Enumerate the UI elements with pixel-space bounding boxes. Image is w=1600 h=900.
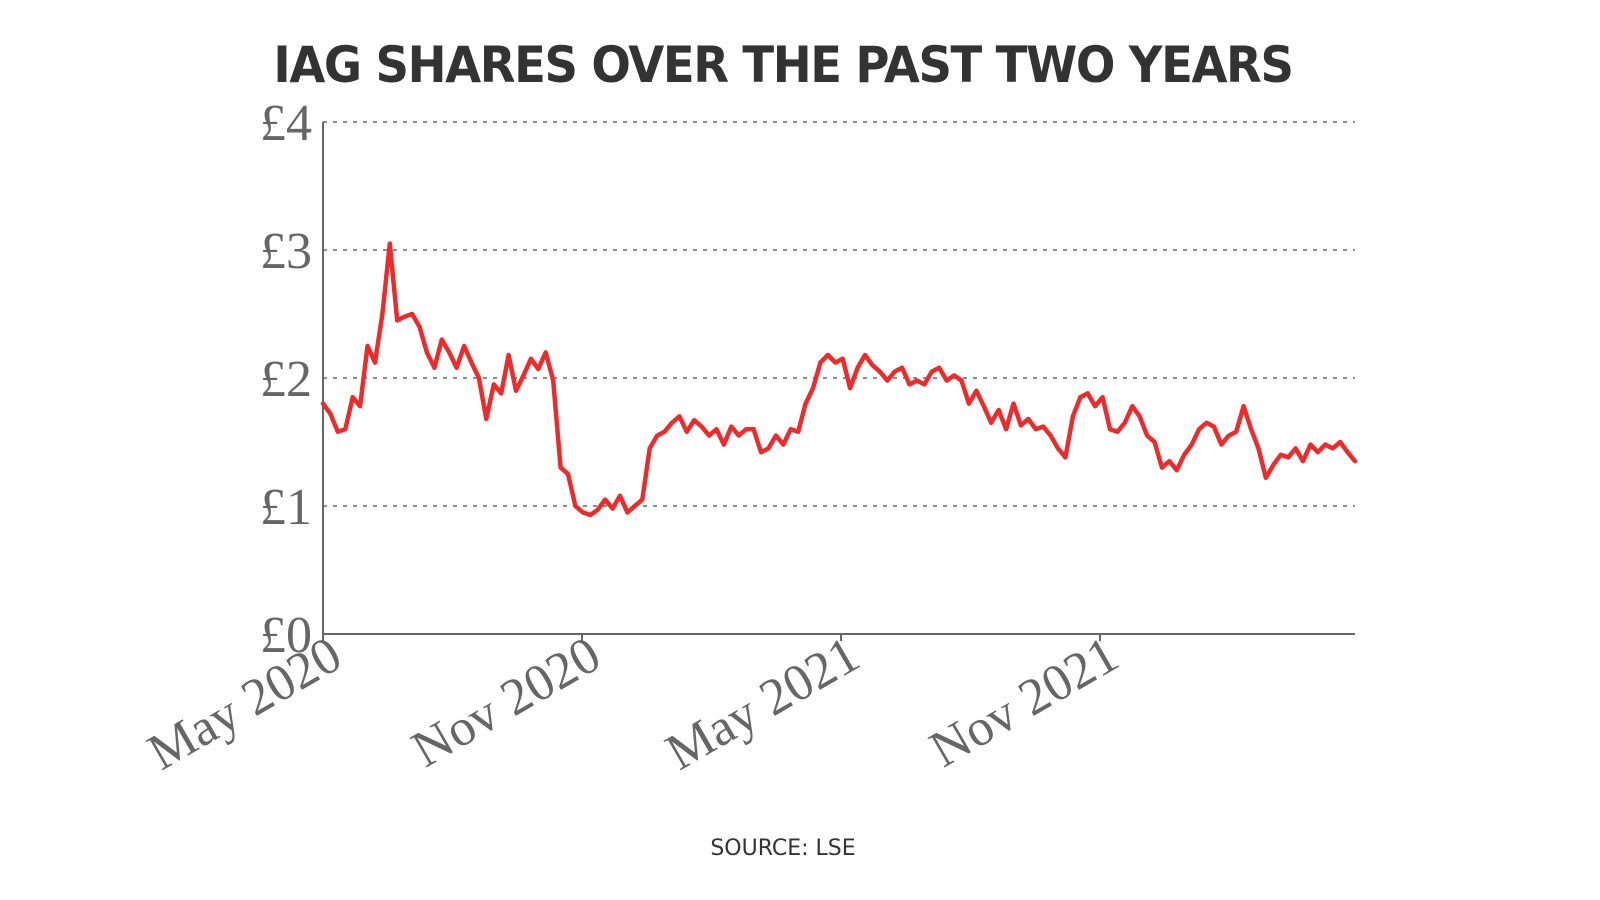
source-note: SOURCE: LSE <box>710 836 856 861</box>
gridlines <box>323 121 1355 507</box>
y-tick-label: £1 <box>260 479 312 536</box>
chart-title: IAG SHARES OVER THE PAST TWO YEARS <box>273 36 1294 94</box>
x-tick-label: May 2021 <box>657 626 869 782</box>
y-tick-label: £0 <box>260 607 312 664</box>
y-axis-labels: £0 £1 £2 £3 £4 <box>260 95 312 664</box>
x-tick-label: Nov 2021 <box>921 626 1128 779</box>
y-tick-label: £4 <box>260 95 312 152</box>
x-axis-labels: May 2020 Nov 2020 May 2021 Nov 2021 <box>139 626 1128 782</box>
x-tick-label: Nov 2020 <box>403 626 610 779</box>
share-price-line <box>320 241 1358 518</box>
y-tick-label: £3 <box>260 223 312 280</box>
x-tick-label: May 2020 <box>139 626 351 782</box>
y-tick-label: £2 <box>260 351 312 408</box>
